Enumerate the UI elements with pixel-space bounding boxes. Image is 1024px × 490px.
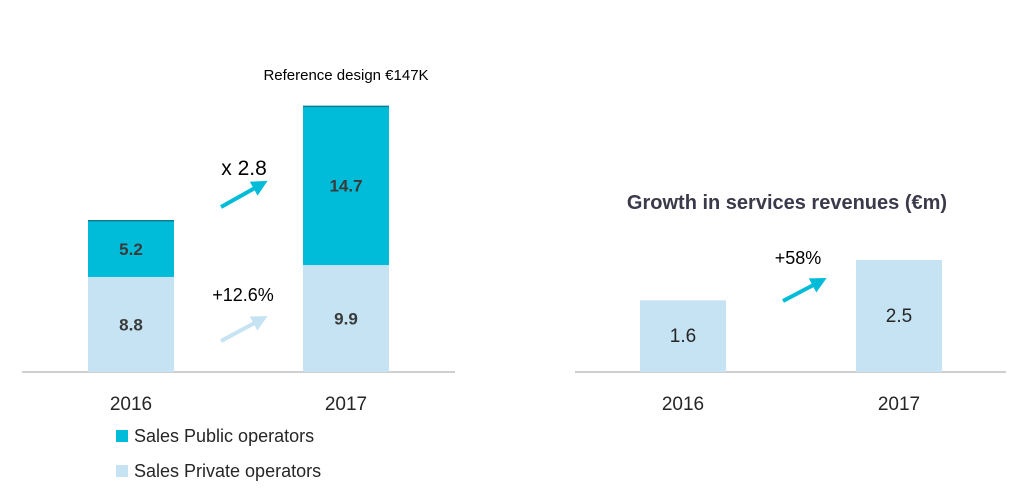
services-chart: Growth in services revenues (€m) 1.62.5 … <box>575 192 1006 415</box>
legend-label-private: Sales Private operators <box>134 461 321 481</box>
bar-private-2017 <box>303 265 389 372</box>
legend-item-public: Sales Public operators <box>116 426 314 446</box>
services-chart-value-labels: 1.6 2.5 <box>670 306 912 347</box>
tick-label-2016-right: 2016 <box>662 394 704 415</box>
services-chart-title: Growth in services revenues (€m) <box>627 192 947 214</box>
services-growth-label: +58% <box>775 248 822 268</box>
growth-arrow-dark-icon <box>220 180 268 209</box>
legend-swatch-public <box>116 430 128 442</box>
bar-value-label-private-2016: 8.8 <box>119 315 143 334</box>
bar-value-label-services-2017: 2.5 <box>886 306 912 327</box>
tick-label-2017-right: 2017 <box>878 394 920 415</box>
growth-multiplier-label: x 2.8 <box>221 157 267 180</box>
bar-services-2017 <box>856 260 942 372</box>
growth-arrow-light-icon <box>220 315 268 343</box>
bar-value-label-public-2016: 5.2 <box>119 240 143 259</box>
bar-value-label-services-2016: 1.6 <box>670 326 696 347</box>
legend-label-public: Sales Public operators <box>134 426 314 446</box>
reference-design-note: Reference design €147K <box>263 67 428 84</box>
legend-item-private: Sales Private operators <box>116 461 321 481</box>
bar-value-label-private-2017: 9.9 <box>334 310 358 329</box>
bar-private-2016 <box>88 276 174 372</box>
legend-swatch-private <box>116 465 128 477</box>
sales-chart-value-labels: 8.8 5.2 9.9 14.7 <box>119 177 362 335</box>
legend: Sales Public operators Sales Private ope… <box>116 426 321 481</box>
bar-public-2017 <box>303 106 389 266</box>
bar-public-2016 <box>88 220 174 277</box>
tick-label-2016-left: 2016 <box>110 394 152 415</box>
bar-services-2016 <box>640 300 726 372</box>
bar-value-label-public-2017: 14.7 <box>329 177 362 196</box>
growth-private-label: +12.6% <box>212 285 274 305</box>
services-chart-bars <box>640 260 942 372</box>
services-growth-arrow-icon <box>782 278 827 303</box>
sales-chart-bars <box>88 105 389 372</box>
sales-chart: 8.8 5.2 9.9 14.7 2016 2017 Reference design… <box>22 67 455 481</box>
tick-label-2017-left: 2017 <box>325 394 367 415</box>
